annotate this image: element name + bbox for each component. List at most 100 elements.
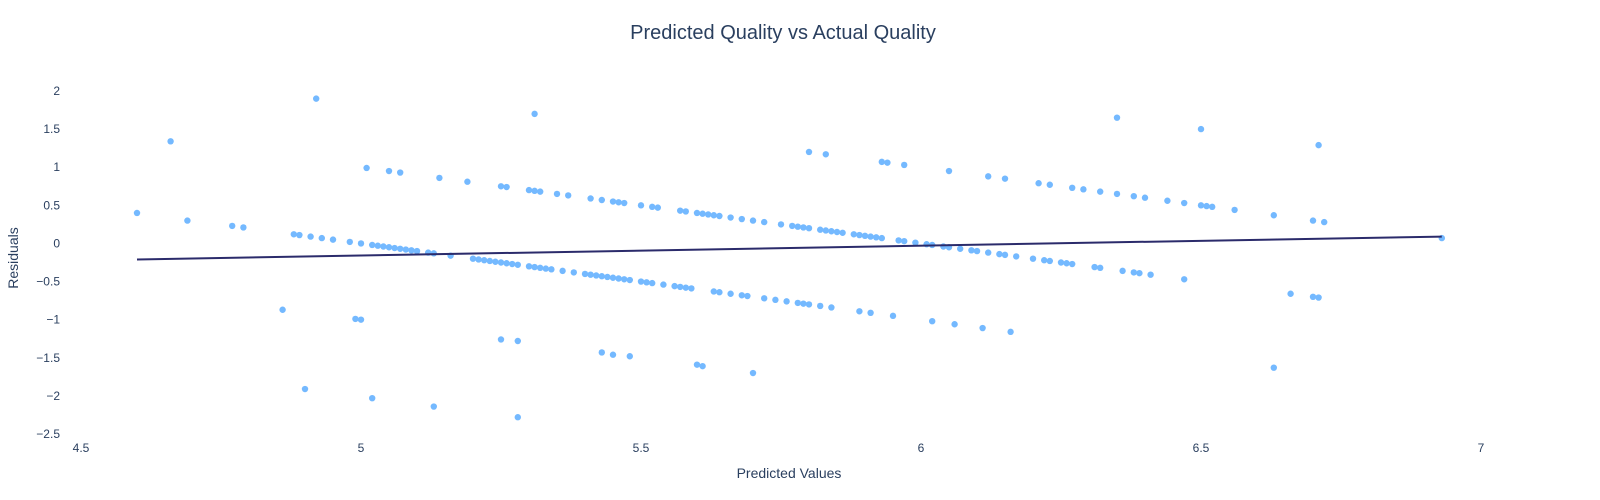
data-point <box>609 274 617 281</box>
y-tick-label: 2 <box>53 84 60 98</box>
data-point <box>1057 259 1065 266</box>
data-point <box>783 298 790 305</box>
data-point <box>912 239 919 246</box>
data-point <box>1119 267 1126 275</box>
data-point <box>901 237 908 245</box>
data-point <box>867 233 874 240</box>
y-tick-label: 1 <box>53 160 60 174</box>
data-point <box>699 210 706 217</box>
data-point <box>1181 199 1188 207</box>
data-point <box>313 95 320 102</box>
data-point <box>1270 364 1278 371</box>
y-tick-label: −2 <box>46 389 60 403</box>
data-point <box>800 224 807 231</box>
scatter-points <box>133 95 1446 421</box>
data-point <box>805 225 813 232</box>
data-point <box>497 183 505 190</box>
data-point <box>985 249 992 256</box>
data-point <box>889 312 897 320</box>
data-point <box>833 228 841 236</box>
data-point <box>985 173 992 180</box>
data-point <box>464 178 471 185</box>
data-point <box>1130 192 1138 200</box>
data-point <box>329 236 337 243</box>
data-point <box>514 261 521 268</box>
data-point <box>777 221 785 228</box>
data-point <box>497 336 505 343</box>
data-point <box>1287 290 1294 297</box>
data-point <box>290 231 297 238</box>
data-point <box>363 164 370 172</box>
data-point <box>1097 188 1104 195</box>
data-point <box>979 324 986 332</box>
data-point <box>1046 257 1054 265</box>
data-point <box>492 258 499 265</box>
data-point <box>828 228 835 235</box>
data-point <box>548 266 555 273</box>
data-point <box>749 217 757 224</box>
data-point <box>1007 328 1014 336</box>
data-point <box>1041 257 1048 264</box>
data-point <box>369 394 376 402</box>
data-point <box>397 169 404 176</box>
data-point <box>481 257 488 264</box>
data-point <box>525 186 533 194</box>
x-axis-title: Predicted Values <box>737 465 842 481</box>
data-point <box>682 284 689 291</box>
data-point <box>839 229 846 236</box>
data-point <box>861 232 869 240</box>
x-tick-label: 7 <box>1478 441 1485 455</box>
data-point <box>626 353 633 360</box>
data-point <box>945 167 953 175</box>
data-point <box>1013 253 1020 260</box>
data-point <box>940 243 947 250</box>
data-point <box>1164 197 1171 204</box>
data-point <box>1181 276 1188 283</box>
data-point <box>805 301 813 308</box>
data-point <box>705 211 712 218</box>
x-tick-label: 5 <box>358 441 365 455</box>
data-point <box>374 242 381 249</box>
data-point <box>621 199 628 207</box>
data-point <box>1270 212 1278 219</box>
data-point <box>430 403 437 410</box>
data-point <box>677 207 684 214</box>
y-tick-label: −1 <box>46 313 60 327</box>
trend-line-layer <box>136 235 1442 261</box>
data-point <box>509 260 516 268</box>
data-point <box>486 257 493 265</box>
data-point <box>397 245 404 252</box>
data-point <box>475 256 482 263</box>
data-point <box>1113 190 1121 198</box>
data-point <box>727 290 734 297</box>
data-point <box>761 218 768 226</box>
data-point <box>738 215 745 223</box>
x-tick-label: 4.5 <box>73 441 90 455</box>
data-point <box>1231 206 1238 214</box>
data-point <box>951 321 958 328</box>
y-tick-label: −0.5 <box>36 275 60 289</box>
data-point <box>957 245 964 252</box>
data-point <box>884 159 891 166</box>
data-point <box>1309 293 1317 300</box>
data-point <box>497 259 505 266</box>
data-point <box>996 250 1003 258</box>
data-point <box>1209 203 1216 211</box>
data-point <box>1197 125 1205 133</box>
data-point <box>649 279 656 287</box>
data-point <box>402 246 409 253</box>
data-point <box>822 227 829 234</box>
data-point <box>531 110 538 118</box>
data-point <box>537 188 544 195</box>
data-point <box>553 190 561 198</box>
data-point <box>1309 217 1317 224</box>
data-point <box>598 349 605 356</box>
data-point <box>744 292 751 300</box>
data-point <box>408 247 415 254</box>
y-axis-title: Residuals <box>5 227 21 288</box>
data-point <box>749 369 757 377</box>
data-point <box>1063 260 1070 267</box>
data-point <box>1069 184 1076 192</box>
y-axis-ticks: 2 1.5 1 0.5 0 −0.5 −1 −1.5 −2 −2.5 <box>36 84 60 441</box>
